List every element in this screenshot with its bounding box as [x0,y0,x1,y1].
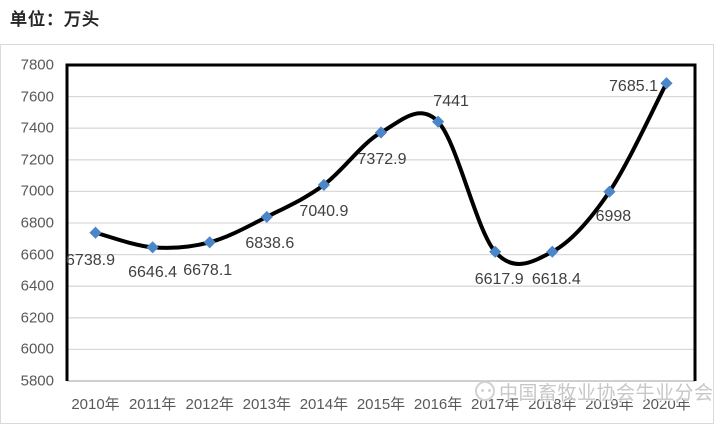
data-point-label: 6646.4 [128,264,178,282]
data-point-label: 7040.9 [299,202,349,220]
x-axis-tick-label: 2010年 [71,396,120,413]
x-axis-tick-label: 2018年 [528,396,577,413]
y-axis-tick-label: 6800 [20,214,54,232]
data-point-label: 6617.9 [474,270,524,288]
watermark-logo-icon [475,381,495,401]
data-point-label: 7372.9 [357,150,407,168]
data-point-label: 6838.6 [245,234,295,252]
watermark-text: 中国畜牧业协会牛业分会 [499,382,714,404]
x-axis-tick-label: 2012年 [185,396,234,413]
y-axis-tick-label: 7600 [20,88,54,106]
data-point-marker [203,236,216,249]
y-axis-tick-label: 5800 [20,372,54,390]
y-axis-tick-label: 7400 [20,119,54,137]
data-point-marker [317,178,330,191]
plot-frame [65,63,697,381]
data-point-label: 7441 [433,92,469,110]
x-axis-tick-label: 2019年 [585,396,634,413]
y-axis-tick-label: 7200 [20,151,54,169]
data-point-marker [374,126,388,139]
watermark: 中国畜牧业协会牛业分会 [475,379,714,404]
x-axis-tick-label: 2014年 [299,396,349,413]
y-axis-tick-label: 6200 [20,309,54,327]
data-point-label: 7685.1 [609,78,658,96]
x-axis-tick-label: 2016年 [413,396,463,413]
y-axis-tick-label: 6000 [20,340,54,358]
y-axis-tick-label: 6600 [20,246,54,264]
data-point-label: 6678.1 [183,262,233,280]
y-axis-tick-label: 7800 [20,56,54,74]
y-axis-tick-label: 6400 [20,277,54,295]
y-axis-tick-label: 7000 [20,182,54,200]
data-point-label: 6998 [595,207,632,225]
data-point-marker [146,241,159,254]
x-axis-tick-label: 2015年 [356,396,406,413]
data-point-label: 6618.4 [531,270,581,288]
data-point-marker [489,245,502,258]
x-axis-tick-label: 2011年 [128,396,177,413]
data-point-marker [89,226,102,239]
unit-title: 单位：万头 [10,10,100,29]
x-axis-tick-label: 2020年 [642,396,691,413]
data-point-marker [260,210,273,223]
data-point-marker [432,115,445,128]
trend-line [93,81,669,266]
chart-outer-border [0,44,714,424]
x-axis-tick-label: 2013年 [242,396,291,413]
data-point-label: 6738.9 [66,251,115,269]
